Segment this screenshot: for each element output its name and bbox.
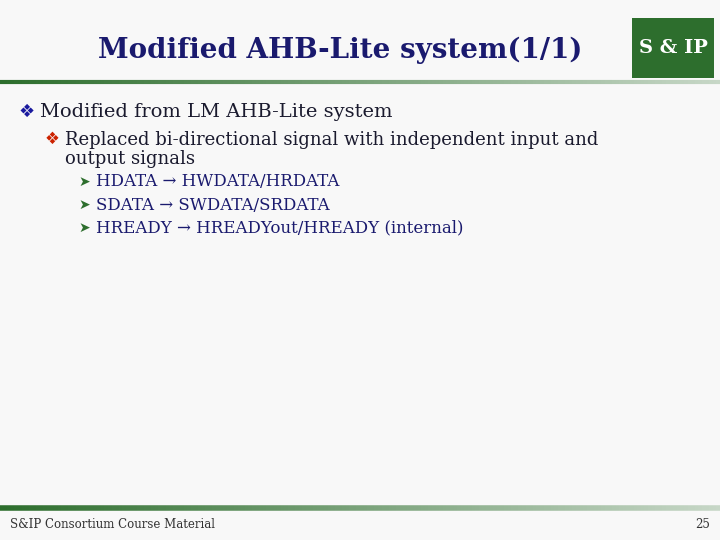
Text: ❖: ❖ (18, 103, 34, 121)
Text: ➤: ➤ (78, 175, 89, 189)
Text: S & IP: S & IP (639, 39, 708, 57)
Text: 25: 25 (695, 517, 710, 530)
Text: HREADY → HREADYout/HREADY (internal): HREADY → HREADYout/HREADY (internal) (96, 219, 464, 237)
Text: ➤: ➤ (78, 198, 89, 212)
Text: output signals: output signals (65, 150, 195, 168)
Text: Modified AHB-Lite system(1/1): Modified AHB-Lite system(1/1) (98, 36, 582, 64)
Text: Modified from LM AHB-Lite system: Modified from LM AHB-Lite system (40, 103, 392, 121)
Text: SDATA → SWDATA/SRDATA: SDATA → SWDATA/SRDATA (96, 197, 330, 213)
Text: HDATA → HWDATA/HRDATA: HDATA → HWDATA/HRDATA (96, 173, 339, 191)
Text: ❖: ❖ (45, 130, 60, 148)
Text: Replaced bi-directional signal with independent input and: Replaced bi-directional signal with inde… (65, 131, 598, 149)
Text: ➤: ➤ (78, 221, 89, 235)
Bar (632, 18, 714, 78)
Text: S&IP Consortium Course Material: S&IP Consortium Course Material (10, 517, 215, 530)
